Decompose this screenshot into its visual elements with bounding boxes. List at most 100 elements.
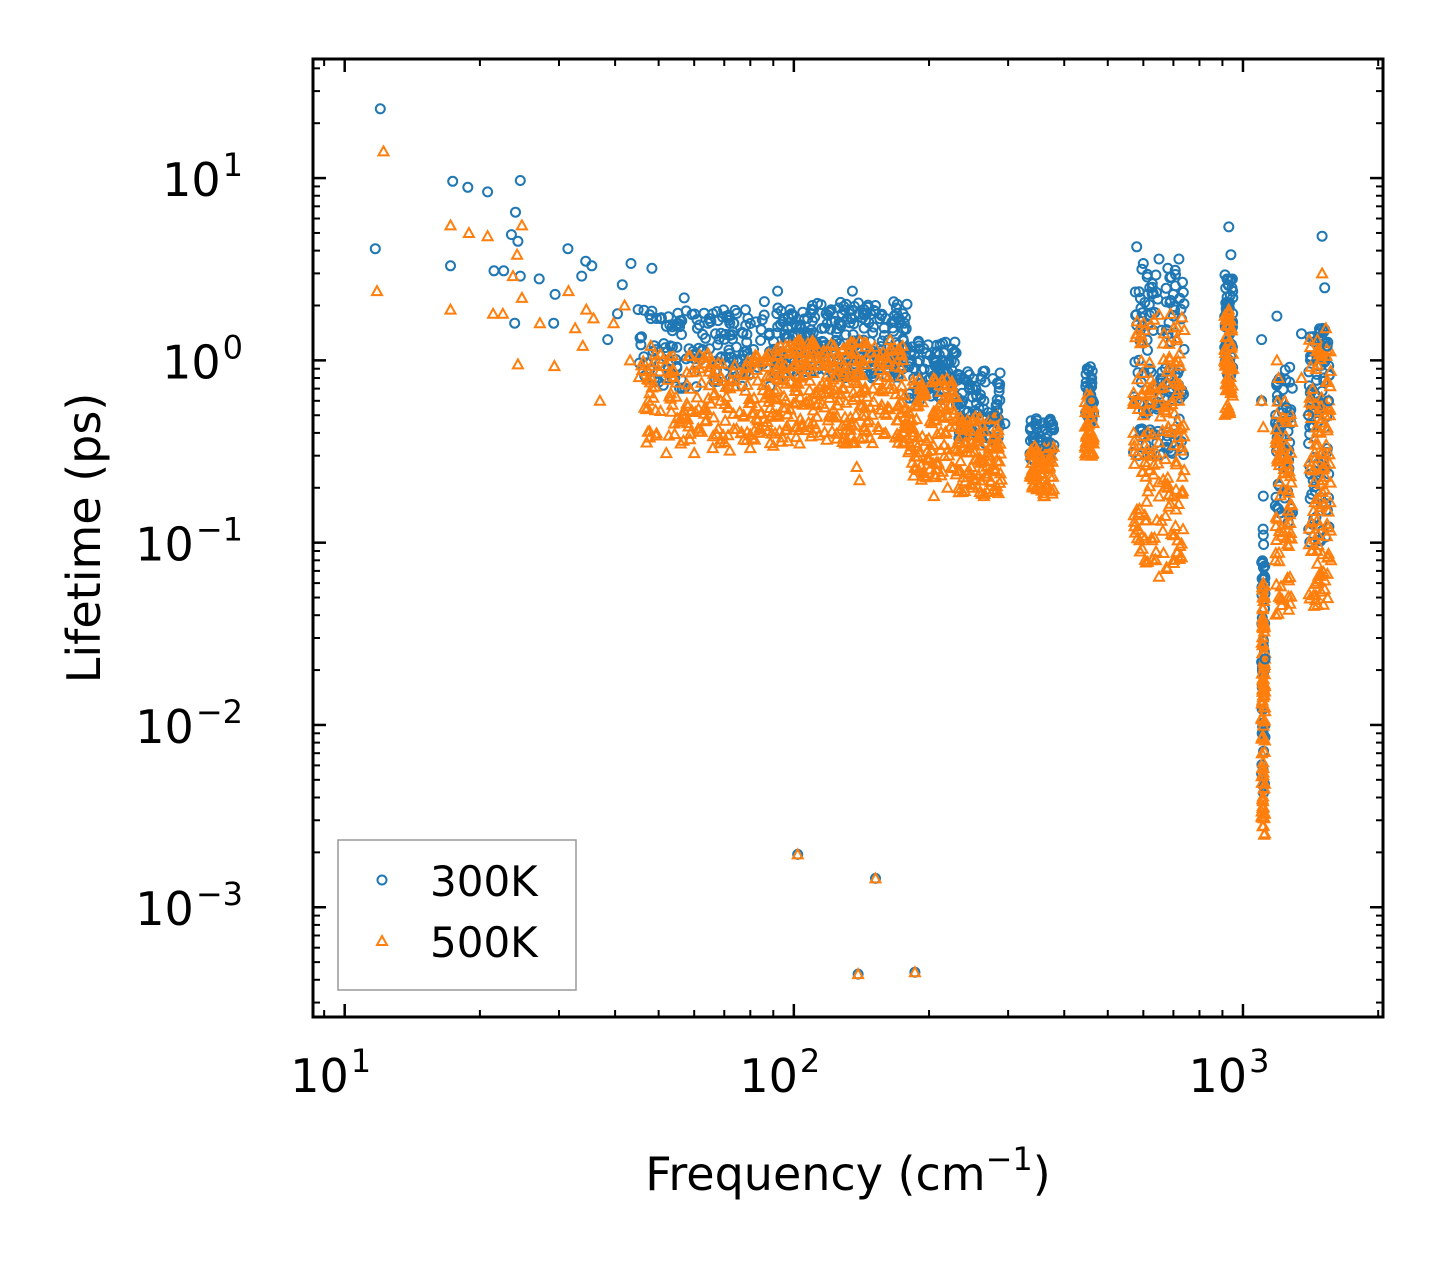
cloud-point-500K bbox=[888, 359, 903, 372]
cloud-point-500K bbox=[1127, 508, 1141, 521]
cloud-point-500K bbox=[1323, 402, 1337, 415]
cloud-point-500K bbox=[1284, 445, 1298, 458]
data-point-500K bbox=[480, 229, 495, 242]
cloud-point-500K bbox=[1274, 579, 1288, 592]
cloud-point-500K bbox=[1174, 443, 1188, 456]
data-point-300K bbox=[505, 229, 517, 241]
cloud-point-500K bbox=[1170, 545, 1184, 558]
data-point-500K bbox=[1226, 361, 1240, 374]
cloud-point-500K bbox=[653, 347, 668, 360]
cloud-point-500K bbox=[820, 432, 834, 445]
data-point-300K bbox=[678, 292, 690, 304]
data-point-500K bbox=[940, 480, 955, 493]
cloud-point-500K bbox=[1285, 498, 1299, 511]
cloud-point-500K bbox=[1307, 431, 1322, 444]
cloud-point-500K bbox=[1127, 456, 1142, 469]
cloud-point-500K bbox=[873, 348, 887, 361]
cloud-point-500K bbox=[795, 418, 809, 431]
cloud-point-300K bbox=[1311, 374, 1323, 386]
cloud-point-300K bbox=[900, 323, 912, 335]
cloud-point-500K bbox=[1138, 531, 1152, 544]
cloud-point-500K bbox=[902, 442, 917, 455]
cloud-point-500K bbox=[1272, 554, 1286, 567]
cloud-point-500K bbox=[1283, 530, 1297, 543]
data-point-300K bbox=[369, 243, 381, 255]
x-tick-label: 101 bbox=[290, 1042, 371, 1103]
cloud-point-500K bbox=[718, 396, 732, 409]
cloud-point-500K bbox=[909, 412, 924, 425]
cloud-point-500K bbox=[1135, 365, 1150, 378]
data-point-300K bbox=[758, 296, 770, 308]
data-point-500K bbox=[1319, 321, 1333, 334]
cloud-point-500K bbox=[958, 474, 973, 487]
data-point-300K bbox=[742, 312, 754, 324]
cloud-point-300K bbox=[755, 324, 767, 336]
data-point-500K bbox=[370, 284, 384, 297]
cloud-point-300K bbox=[755, 334, 767, 346]
cloud-point-500K bbox=[810, 409, 824, 422]
cloud-point-500K bbox=[980, 469, 995, 482]
cloud-point-500K bbox=[915, 429, 929, 442]
cloud-point-300K bbox=[994, 367, 1006, 379]
data-point-300K bbox=[858, 304, 870, 316]
cloud-point-500K bbox=[855, 408, 869, 421]
cloud-point-500K bbox=[1315, 461, 1329, 474]
cloud-point-500K bbox=[829, 426, 844, 439]
data-point-500K bbox=[953, 454, 968, 467]
cloud-point-300K bbox=[891, 308, 903, 320]
data-point-300K bbox=[510, 206, 521, 218]
cloud-point-500K bbox=[1151, 397, 1165, 410]
cloud-point-500K bbox=[1153, 409, 1168, 422]
cloud-point-500K bbox=[1311, 437, 1325, 450]
legend-marker-300K bbox=[376, 874, 388, 886]
data-point-500K bbox=[1323, 408, 1337, 421]
cloud-point-300K bbox=[888, 296, 900, 308]
cloud-point-300K bbox=[657, 379, 669, 391]
data-point-300K bbox=[1040, 438, 1052, 449]
cloud-point-500K bbox=[1280, 415, 1294, 428]
data-point-300K bbox=[664, 340, 676, 352]
cloud-point-300K bbox=[858, 322, 870, 334]
data-point-300K bbox=[612, 308, 623, 320]
cloud-point-500K bbox=[908, 449, 922, 462]
cloud-point-500K bbox=[747, 423, 761, 436]
cloud-point-500K bbox=[1258, 776, 1272, 789]
cloud-point-500K bbox=[1284, 475, 1298, 488]
cloud-point-300K bbox=[1133, 286, 1145, 298]
cloud-point-300K bbox=[825, 323, 836, 335]
cloud-point-500K bbox=[905, 455, 919, 468]
cloud-point-500K bbox=[843, 410, 858, 423]
cloud-point-500K bbox=[1320, 529, 1334, 542]
cloud-point-500K bbox=[951, 481, 965, 494]
cloud-point-500K bbox=[800, 362, 815, 375]
cloud-point-500K bbox=[913, 379, 927, 392]
data-point-300K bbox=[1225, 249, 1237, 261]
cloud-point-500K bbox=[1167, 438, 1181, 451]
cloud-point-300K bbox=[713, 333, 725, 345]
data-point-500K bbox=[822, 408, 837, 421]
cloud-point-500K bbox=[1303, 461, 1317, 474]
cloud-point-500K bbox=[1145, 533, 1159, 546]
data-point-500K bbox=[850, 459, 864, 472]
cloud-point-500K bbox=[1270, 511, 1284, 524]
cloud-point-500K bbox=[1278, 394, 1292, 407]
cloud-point-500K bbox=[1279, 438, 1293, 451]
cloud-point-500K bbox=[1302, 454, 1317, 467]
cloud-point-500K bbox=[669, 375, 683, 388]
cloud-point-500K bbox=[694, 375, 709, 388]
cloud-point-500K bbox=[1172, 346, 1187, 359]
data-point-300K bbox=[724, 317, 736, 329]
cloud-point-500K bbox=[927, 371, 941, 384]
data-point-500K bbox=[1307, 598, 1321, 611]
cloud-point-300K bbox=[1222, 274, 1234, 286]
data-point-300K bbox=[942, 358, 954, 370]
data-point-500K bbox=[988, 463, 1002, 476]
cloud-point-500K bbox=[1269, 532, 1284, 545]
cloud-point-500K bbox=[713, 436, 727, 449]
cloud-point-500K bbox=[1284, 525, 1298, 538]
data-point-500K bbox=[851, 967, 865, 980]
data-point-500K bbox=[852, 473, 867, 486]
cloud-point-500K bbox=[1163, 352, 1177, 365]
cloud-point-500K bbox=[853, 398, 867, 411]
data-point-500K bbox=[1136, 408, 1150, 421]
